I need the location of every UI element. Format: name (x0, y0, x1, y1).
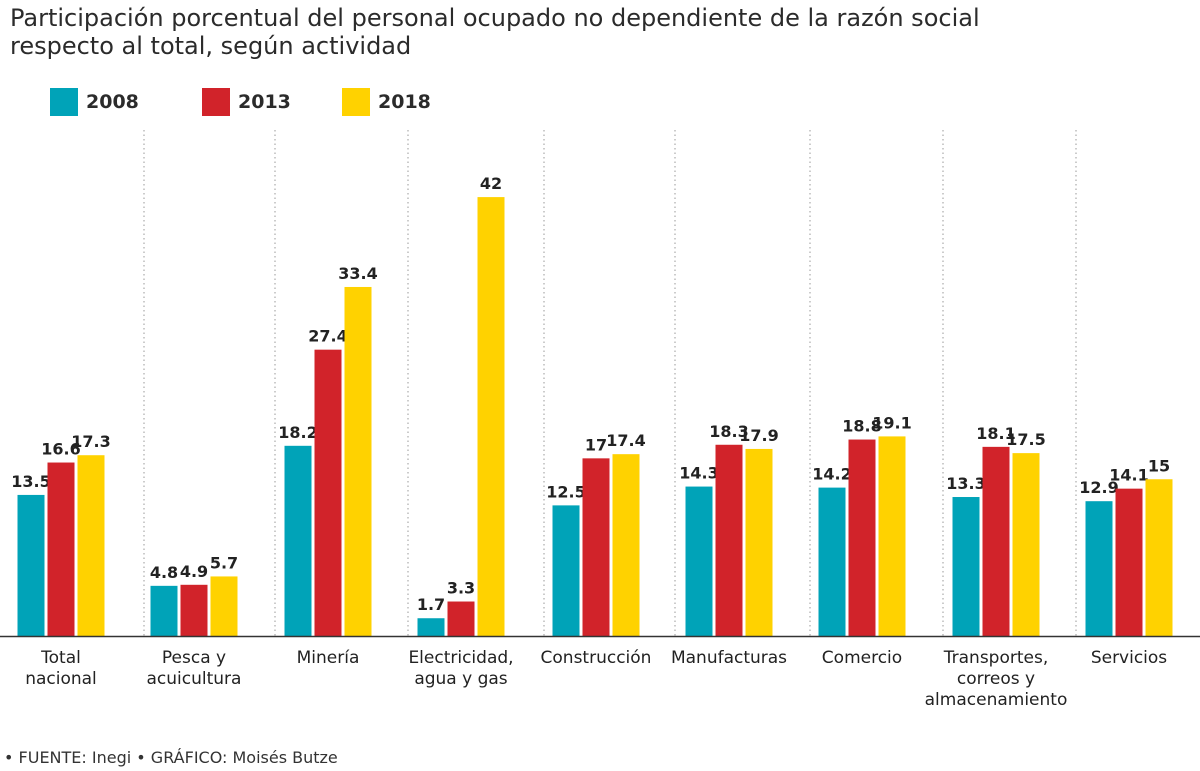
data-label-2018-4: 42 (480, 174, 502, 193)
bar-2013-2 (180, 584, 208, 636)
data-label-2013-2: 4.9 (180, 562, 208, 581)
category-label-3-line-1: Minería (297, 648, 360, 668)
category-label-1-line-1: Total (40, 648, 81, 668)
category-label-9-line-1: Servicios (1091, 648, 1167, 668)
bar-2008-2 (150, 585, 178, 636)
bar-2013-5 (582, 458, 610, 636)
data-label-2008-4: 1.7 (417, 595, 445, 614)
data-label-2018-9: 15 (1148, 456, 1170, 475)
legend-swatch-2018 (342, 88, 370, 116)
category-label-1-line-2: nacional (25, 669, 97, 689)
title-line-2: respecto al total, según actividad (10, 32, 412, 60)
bar-2008-5 (552, 505, 580, 636)
data-label-2018-3: 33.4 (338, 264, 377, 283)
category-label-4-line-1: Electricidad, (408, 648, 513, 668)
bar-2013-1 (47, 462, 75, 636)
chart-title: Participación porcentual del personal oc… (10, 4, 1190, 60)
title-line-1: Participación porcentual del personal oc… (10, 4, 980, 32)
category-label-7-line-1: Comercio (822, 648, 902, 668)
data-label-2018-5: 17.4 (606, 431, 645, 450)
data-label-2018-6: 17.9 (739, 426, 778, 445)
legend-label-2008: 2008 (86, 91, 139, 113)
data-label-2018-8: 17.5 (1006, 430, 1045, 449)
bar-2018-3 (344, 286, 372, 636)
data-label-2013-5: 17 (585, 435, 607, 454)
bar-2008-1 (17, 494, 45, 636)
data-label-2008-6: 14.3 (679, 464, 718, 483)
bar-2018-1 (77, 455, 105, 636)
category-label-8-line-1: Transportes, (943, 648, 1049, 668)
data-label-2013-6: 18.3 (709, 422, 748, 441)
bar-2013-4 (447, 601, 475, 636)
category-label-5-line-1: Construcción (541, 648, 652, 668)
bar-2008-8 (952, 497, 980, 636)
legend-item-2018: 2018 (342, 88, 431, 116)
bar-2013-7 (848, 439, 876, 636)
legend-label-2013: 2013 (238, 91, 291, 113)
legend-swatch-2008 (50, 88, 78, 116)
footer-credit: • GRÁFICO: Moisés Butze (131, 748, 338, 767)
data-label-2008-8: 13.3 (946, 474, 985, 493)
bar-2018-5 (612, 454, 640, 636)
data-label-2018-2: 5.7 (210, 553, 238, 572)
category-label-2-line-2: acuicultura (147, 669, 242, 689)
bar-2008-6 (685, 486, 713, 636)
data-label-2013-1: 16.6 (41, 440, 80, 459)
bar-chart-plot: 13.5 4.8 18.2 1.7 12.5 14.3 14.2 13.3 12.9 16.6 4.… (0, 130, 1200, 710)
data-label-2008-7: 14.2 (812, 465, 851, 484)
category-label-8-line-3: almacenamiento (925, 690, 1068, 710)
legend-swatch-2013 (202, 88, 230, 116)
data-label-2018-7: 19.1 (872, 413, 911, 432)
data-label-2018-1: 17.3 (71, 432, 110, 451)
data-label-2013-7: 18.8 (842, 417, 881, 436)
data-label-2013-3: 27.4 (308, 327, 347, 346)
bar-2018-7 (878, 436, 906, 636)
category-label-2-line-1: Pesca y (162, 648, 226, 668)
data-label-2013-4: 3.3 (447, 579, 475, 598)
bar-2008-9 (1085, 501, 1113, 636)
bar-2018-6 (745, 448, 773, 636)
bar-2013-8 (982, 446, 1010, 636)
category-label-4-line-2: agua y gas (414, 669, 507, 689)
bar-2013-6 (715, 444, 743, 636)
bar-2013-3 (314, 349, 342, 636)
bar-2008-4 (417, 618, 445, 636)
category-label-6-line-1: Manufacturas (671, 648, 787, 668)
data-label-2013-8: 18.1 (976, 424, 1015, 443)
legend-item-2008: 2008 (50, 88, 139, 116)
footer: • FUENTE: Inegi • GRÁFICO: Moisés Butze (4, 748, 338, 767)
footer-source: • FUENTE: Inegi (4, 748, 132, 767)
bar-2008-7 (818, 487, 846, 636)
bar-2018-9 (1145, 479, 1173, 636)
legend-item-2013: 2013 (202, 88, 291, 116)
data-label-2008-2: 4.8 (150, 563, 178, 582)
category-label-8-line-2: correos y (957, 669, 1035, 689)
legend-label-2018: 2018 (378, 91, 431, 113)
bar-2018-4 (477, 197, 505, 636)
data-label-2008-1: 13.5 (11, 472, 50, 491)
bar-2013-9 (1115, 488, 1143, 636)
bar-2018-2 (210, 576, 238, 636)
bar-2008-3 (284, 445, 312, 636)
data-label-2008-9: 12.9 (1079, 478, 1118, 497)
bar-2018-8 (1012, 453, 1040, 636)
data-label-2008-5: 12.5 (546, 482, 585, 501)
data-label-2008-3: 18.2 (278, 423, 317, 442)
data-label-2013-9: 14.1 (1109, 466, 1148, 485)
